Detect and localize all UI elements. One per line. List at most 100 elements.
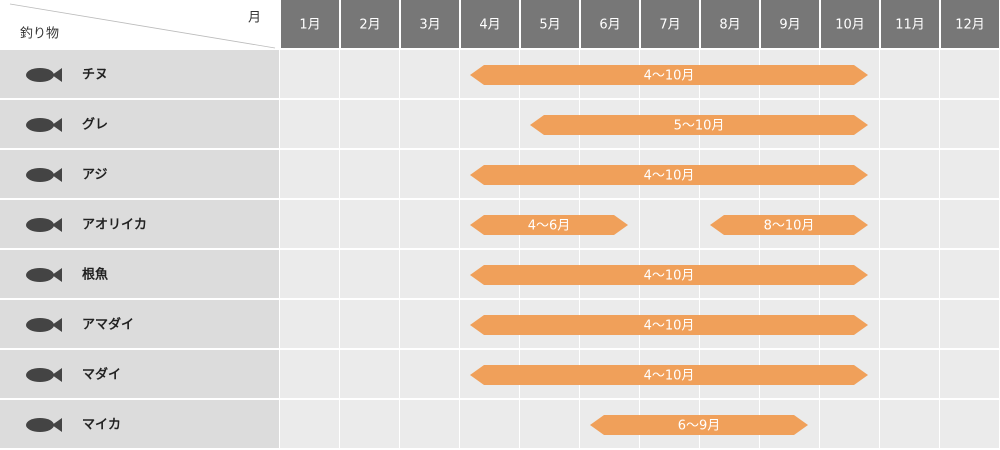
month-cell — [460, 400, 519, 448]
month-cell — [880, 150, 939, 198]
month-cell — [880, 200, 939, 248]
month-cell — [880, 400, 939, 448]
month-cell — [340, 100, 399, 148]
month-cell — [280, 100, 339, 148]
month-header: 1月 — [299, 18, 320, 33]
season-bar — [470, 315, 868, 335]
season-label: 4～10月 — [644, 69, 695, 84]
month-cell — [280, 400, 339, 448]
season-label: 4～10月 — [644, 369, 695, 384]
month-cell — [340, 50, 399, 98]
month-cell — [820, 400, 879, 448]
month-cell — [340, 300, 399, 348]
fish-tail — [52, 368, 62, 382]
month-header: 4月 — [479, 18, 500, 33]
month-cell — [940, 400, 999, 448]
target-name: アオリイカ — [82, 218, 147, 233]
season-bar — [710, 215, 868, 235]
month-header-cell — [881, 0, 939, 48]
fish-tail — [52, 318, 62, 332]
month-header-cell — [581, 0, 639, 48]
month-header: 11月 — [895, 18, 925, 33]
season-label: 4～10月 — [644, 169, 695, 184]
target-name: マダイ — [82, 367, 121, 383]
month-cell — [400, 350, 459, 398]
season-label: 4～6月 — [528, 219, 571, 234]
month-cell — [400, 50, 459, 98]
fish-tail — [52, 218, 62, 232]
season-bar — [470, 215, 628, 235]
month-header-cell — [341, 0, 399, 48]
month-cell — [400, 200, 459, 248]
month-cell — [940, 250, 999, 298]
month-cell — [520, 400, 579, 448]
month-cell — [280, 200, 339, 248]
fish-icon — [26, 118, 54, 132]
season-label: 4～10月 — [644, 269, 695, 284]
target-name: グレ — [82, 117, 108, 133]
season-label: 5～10月 — [674, 119, 725, 134]
fish-tail — [52, 418, 62, 432]
month-cell — [400, 250, 459, 298]
month-cell — [880, 300, 939, 348]
corner-diagonal — [9, 3, 276, 49]
target-name: チヌ — [82, 68, 108, 83]
month-cell — [940, 50, 999, 98]
month-header-cell — [761, 0, 819, 48]
month-header-cell — [521, 0, 579, 48]
month-header: 8月 — [719, 18, 740, 33]
month-cell — [940, 350, 999, 398]
month-cell — [940, 300, 999, 348]
month-header: 3月 — [419, 18, 440, 33]
target-name: アジ — [82, 168, 107, 183]
month-header-cell — [821, 0, 879, 48]
month-cell — [280, 250, 339, 298]
fish-icon — [26, 168, 54, 182]
month-cell — [340, 400, 399, 448]
fish-icon — [26, 218, 54, 232]
season-label: 8～10月 — [764, 219, 815, 234]
month-label: 月 — [248, 11, 261, 26]
fish-icon — [26, 68, 54, 82]
month-cell — [340, 150, 399, 198]
month-header-cell — [701, 0, 759, 48]
month-header-cell — [941, 0, 999, 48]
month-cell — [340, 250, 399, 298]
month-cell — [280, 150, 339, 198]
season-bar — [590, 415, 808, 435]
fish-icon — [26, 368, 54, 382]
month-header: 9月 — [779, 18, 800, 33]
fish-icon — [26, 268, 54, 282]
month-cell — [400, 100, 459, 148]
month-header-cell — [461, 0, 519, 48]
target-name: マイカ — [82, 418, 121, 433]
target-name: 根魚 — [82, 267, 108, 283]
month-cell — [280, 350, 339, 398]
month-header: 6月 — [599, 18, 620, 33]
month-cell — [280, 300, 339, 348]
month-cell — [940, 100, 999, 148]
month-cell — [940, 150, 999, 198]
target-label: 釣り物 — [20, 26, 59, 42]
corner-cell — [0, 0, 280, 50]
month-cell — [940, 200, 999, 248]
fish-tail — [52, 168, 62, 182]
month-header-cell — [641, 0, 699, 48]
month-cell — [880, 350, 939, 398]
fish-icon — [26, 318, 54, 332]
month-header: 2月 — [359, 18, 380, 33]
season-bar — [470, 365, 868, 385]
month-cell — [460, 100, 519, 148]
fish-tail — [52, 268, 62, 282]
month-cell — [880, 100, 939, 148]
season-bar — [470, 165, 868, 185]
month-header-cell — [401, 0, 459, 48]
month-header: 10月 — [835, 18, 865, 33]
month-cell — [280, 50, 339, 98]
month-cell — [640, 200, 699, 248]
month-cell — [340, 350, 399, 398]
month-cell — [400, 400, 459, 448]
month-header: 5月 — [539, 18, 560, 33]
season-bar — [470, 265, 868, 285]
